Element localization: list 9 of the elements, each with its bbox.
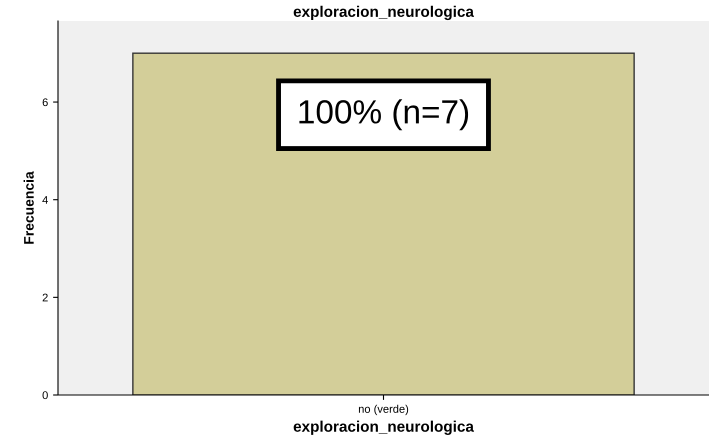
chart-title: exploracion_neurologica bbox=[294, 6, 474, 20]
y-tick-label: 4 bbox=[42, 196, 48, 204]
data-label: 100% (n=7) bbox=[299, 99, 468, 130]
x-axis-title: exploracion_neurologica bbox=[294, 420, 474, 435]
y-tick-label: 6 bbox=[42, 98, 48, 106]
y-tick-label: 2 bbox=[42, 294, 48, 302]
x-tick-label: no (verde) bbox=[358, 404, 408, 416]
y-axis-title: Frecuencia bbox=[24, 171, 34, 244]
y-tick-label: 0 bbox=[42, 391, 48, 400]
